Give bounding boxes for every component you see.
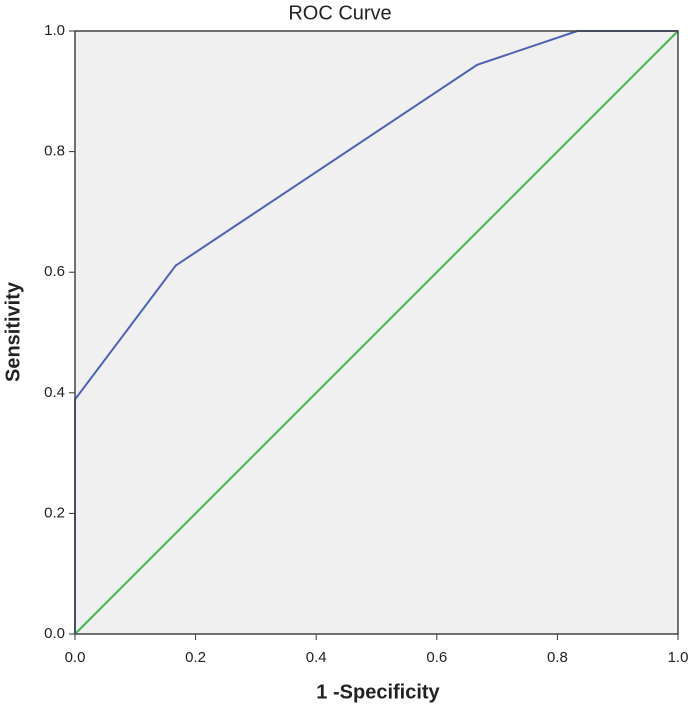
- x-tick-label: 0.2: [185, 649, 206, 666]
- y-tick-label: 0.8: [44, 143, 65, 160]
- x-axis-label: 1 -Specificity: [316, 681, 440, 703]
- x-tick-label: 0.4: [306, 649, 327, 666]
- y-tick-label: 1.0: [44, 22, 65, 39]
- x-tick-label: 0.6: [426, 649, 447, 666]
- chart-title: ROC Curve: [288, 2, 391, 24]
- y-axis-label: Sensitivity: [2, 281, 24, 382]
- plot-border: [74, 30, 679, 635]
- line-series: [74, 30, 679, 635]
- x-tick-label: 1.0: [668, 649, 689, 666]
- x-tick-label: 0.8: [547, 649, 568, 666]
- y-tick-label: 0.0: [44, 625, 65, 642]
- y-tick-label: 0.4: [44, 384, 65, 401]
- x-tick-label: 0.0: [65, 649, 86, 666]
- y-tick-label: 0.6: [44, 263, 65, 280]
- y-tick-label: 0.2: [44, 504, 65, 521]
